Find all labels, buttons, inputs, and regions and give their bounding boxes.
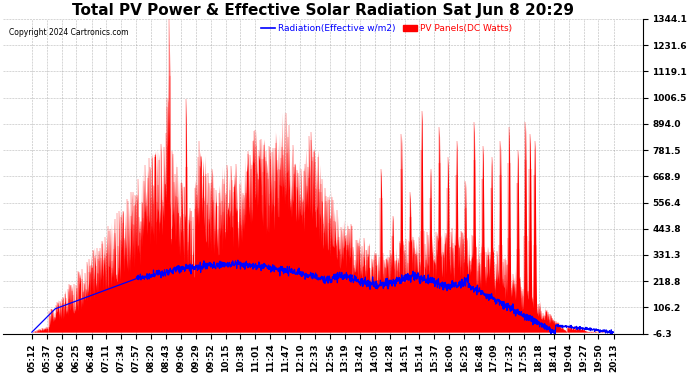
Text: Copyright 2024 Cartronics.com: Copyright 2024 Cartronics.com <box>9 28 128 38</box>
Title: Total PV Power & Effective Solar Radiation Sat Jun 8 20:29: Total PV Power & Effective Solar Radiati… <box>72 3 573 18</box>
Legend: Radiation(Effective w/m2), PV Panels(DC Watts): Radiation(Effective w/m2), PV Panels(DC … <box>257 20 516 36</box>
